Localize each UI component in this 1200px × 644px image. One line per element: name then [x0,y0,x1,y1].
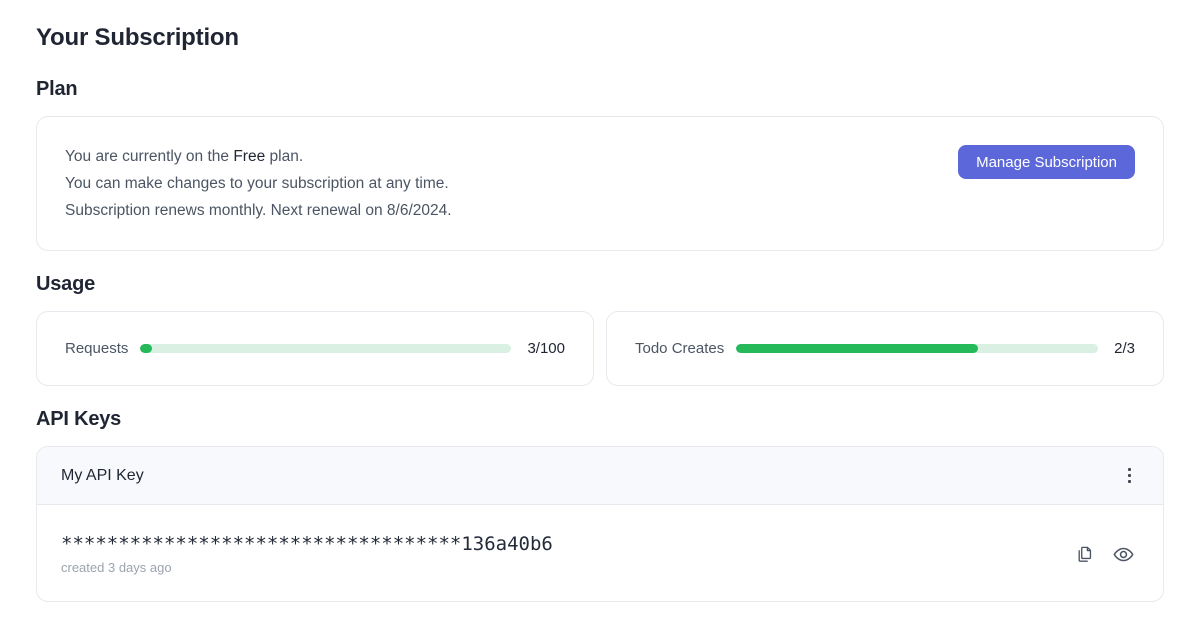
plan-status-line: You are currently on the Free plan. [65,143,452,170]
api-key-actions [1075,543,1135,566]
api-key-header: My API Key [37,447,1163,505]
plan-name: Free [233,148,266,165]
plan-heading: Plan [36,78,78,100]
progress-fill [736,344,978,353]
api-key-masked-value: ***********************************136a4… [61,533,553,555]
reveal-key-button[interactable] [1112,543,1135,566]
api-key-row: ***********************************136a4… [37,505,1163,601]
api-keys-heading: API Keys [36,408,122,430]
meter-label: Requests [65,340,129,357]
kebab-menu-icon [1127,467,1131,472]
api-key-created-timestamp: created 3 days ago [61,560,172,575]
plan-status-prefix: You are currently on the [65,148,234,165]
plan-status-suffix: plan. [265,148,304,165]
eye-icon [1112,543,1135,566]
usage-heading: Usage [36,273,96,295]
progress-track [736,344,1099,353]
copy-key-button[interactable] [1075,545,1094,564]
progress-fill [140,344,153,353]
api-key-card: My API Key *****************************… [36,446,1164,602]
progress-track [140,344,512,353]
api-key-info: ***********************************136a4… [61,533,553,575]
plan-description: You are currently on the Free plan. You … [65,143,452,224]
page-title: Your Subscription [36,24,239,51]
api-key-menu-button[interactable] [1120,462,1140,490]
usage-grid: Requests 3/100 Todo Creates 2/3 [36,311,1164,386]
usage-card-todo-creates: Todo Creates 2/3 [606,311,1164,386]
api-key-name: My API Key [61,466,144,484]
manage-subscription-button[interactable]: Manage Subscription [958,145,1135,179]
plan-renewal-line: Subscription renews monthly. Next renewa… [65,202,452,219]
meter-label: Todo Creates [635,340,725,357]
kebab-menu-icon [1127,473,1131,478]
meter-value: 3/100 [527,340,565,357]
meter-value: 2/3 [1114,340,1135,357]
plan-change-line: You can make changes to your subscriptio… [65,175,449,192]
plan-card: You are currently on the Free plan. You … [36,116,1164,251]
kebab-menu-icon [1127,479,1131,484]
copy-icon [1075,545,1094,564]
usage-card-requests: Requests 3/100 [36,311,594,386]
